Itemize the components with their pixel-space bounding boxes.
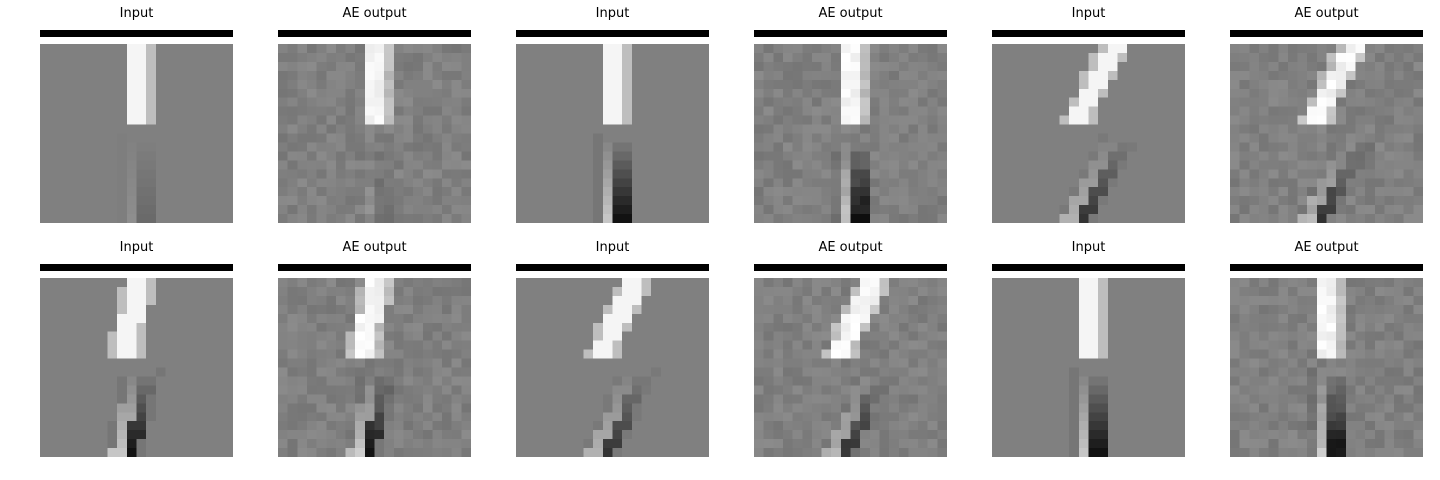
grayscale-image xyxy=(516,44,709,223)
panel-top-bar xyxy=(40,264,233,271)
panel-title: AE output xyxy=(1294,240,1359,255)
panel-title: Input xyxy=(595,240,630,255)
panel-top-bar xyxy=(1230,30,1423,37)
panel-top-bar xyxy=(1230,264,1423,271)
panel-top-bar xyxy=(754,30,947,37)
panel-5: Input xyxy=(992,4,1185,224)
grayscale-image xyxy=(516,278,709,457)
grayscale-image xyxy=(278,278,471,457)
panel-top-bar xyxy=(516,30,709,37)
panel-title: AE output xyxy=(1294,6,1359,21)
panel-1: Input xyxy=(40,4,233,224)
panel-10: AE output xyxy=(754,238,947,458)
panel-title: Input xyxy=(595,6,630,21)
panel-title: Input xyxy=(1071,6,1106,21)
panel-7: Input xyxy=(40,238,233,458)
panel-top-bar xyxy=(278,30,471,37)
panel-top-bar xyxy=(40,30,233,37)
panel-top-bar xyxy=(992,30,1185,37)
grayscale-image xyxy=(754,278,947,457)
panel-title: Input xyxy=(119,6,154,21)
grayscale-image xyxy=(278,44,471,223)
grayscale-image xyxy=(992,278,1185,457)
panel-top-bar xyxy=(516,264,709,271)
panel-top-bar xyxy=(754,264,947,271)
panel-title: Input xyxy=(1071,240,1106,255)
panel-top-bar xyxy=(278,264,471,271)
panel-9: Input xyxy=(516,238,709,458)
grayscale-image xyxy=(1230,278,1423,457)
panel-11: Input xyxy=(992,238,1185,458)
grayscale-image xyxy=(40,278,233,457)
panel-title: AE output xyxy=(342,6,407,21)
panel-3: Input xyxy=(516,4,709,224)
panel-8: AE output xyxy=(278,238,471,458)
panel-12: AE output xyxy=(1230,238,1423,458)
panel-6: AE output xyxy=(1230,4,1423,224)
panel-title: AE output xyxy=(342,240,407,255)
panel-title: Input xyxy=(119,240,154,255)
grayscale-image xyxy=(992,44,1185,223)
panel-2: AE output xyxy=(278,4,471,224)
panel-title: AE output xyxy=(818,240,883,255)
grayscale-image xyxy=(754,44,947,223)
panel-title: AE output xyxy=(818,6,883,21)
grayscale-image xyxy=(40,44,233,223)
panel-4: AE output xyxy=(754,4,947,224)
grayscale-image xyxy=(1230,44,1423,223)
panel-top-bar xyxy=(992,264,1185,271)
